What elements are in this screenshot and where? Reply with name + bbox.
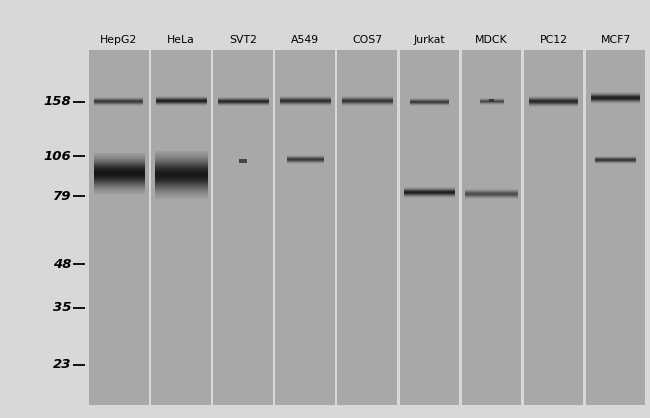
- Bar: [213, 50, 273, 405]
- Bar: [524, 50, 583, 405]
- Text: 23: 23: [53, 358, 72, 372]
- Text: 35: 35: [53, 301, 72, 314]
- Text: 79: 79: [53, 190, 72, 203]
- Bar: [151, 50, 211, 405]
- Text: HepG2: HepG2: [100, 35, 137, 45]
- Bar: [462, 50, 521, 405]
- Text: MDCK: MDCK: [475, 35, 508, 45]
- Text: PC12: PC12: [540, 35, 567, 45]
- Text: SVT2: SVT2: [229, 35, 257, 45]
- Bar: [489, 99, 494, 102]
- Bar: [586, 50, 645, 405]
- Text: 158: 158: [44, 95, 72, 108]
- Text: 48: 48: [53, 258, 72, 271]
- Bar: [400, 50, 459, 405]
- Text: A549: A549: [291, 35, 319, 45]
- Bar: [337, 50, 397, 405]
- Bar: [239, 159, 246, 163]
- Text: COS7: COS7: [352, 35, 382, 45]
- Text: Jurkat: Jurkat: [413, 35, 445, 45]
- Text: MCF7: MCF7: [601, 35, 630, 45]
- Text: 106: 106: [44, 150, 72, 163]
- Bar: [276, 50, 335, 405]
- Text: HeLa: HeLa: [167, 35, 195, 45]
- Bar: [88, 50, 647, 405]
- Bar: [89, 50, 149, 405]
